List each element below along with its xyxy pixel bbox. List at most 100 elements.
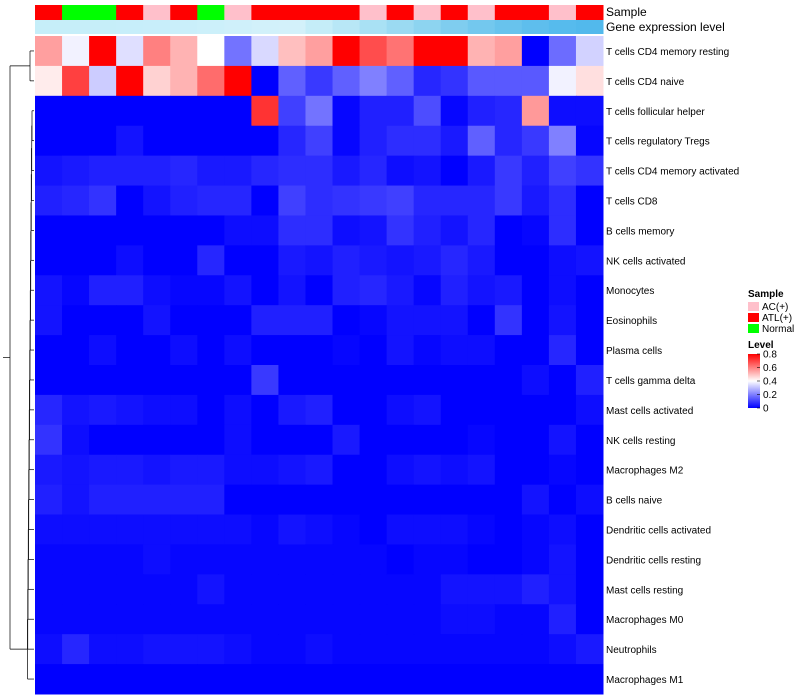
heatmap-cell <box>62 604 90 635</box>
heatmap-cell <box>305 454 334 486</box>
heatmap-cell <box>89 65 117 97</box>
heatmap-cell <box>143 484 171 516</box>
heatmap-cell <box>386 424 415 456</box>
heatmap-cell <box>251 544 279 575</box>
row-label: T cells CD4 naive <box>606 77 685 88</box>
sample-cell <box>278 5 306 20</box>
heatmap-cell <box>251 95 279 127</box>
heatmap-cell <box>116 185 144 216</box>
row-label: Mast cells activated <box>606 406 693 417</box>
heatmap-cell <box>494 36 523 67</box>
heatmap-cell <box>197 514 225 545</box>
heatmap-cell <box>359 394 388 426</box>
heatmap-cell <box>467 95 496 127</box>
sample-legend-swatch <box>748 324 759 333</box>
heatmap-cell <box>224 335 252 366</box>
heatmap-cell <box>224 185 252 216</box>
heatmap-cell <box>170 155 198 187</box>
heatmap-cell <box>575 544 604 575</box>
heatmap-cell <box>143 215 171 246</box>
heatmap-cell <box>116 305 144 336</box>
heatmap-cell <box>116 544 144 575</box>
heatmap-cell <box>521 305 550 336</box>
heatmap-cell <box>116 454 144 486</box>
row-label: B cells naive <box>606 496 663 507</box>
gene-expression-cell <box>575 20 604 34</box>
sample-cell <box>332 5 361 20</box>
heatmap-cell <box>170 65 198 97</box>
heatmap-cell <box>467 185 496 216</box>
sample-cell <box>224 5 252 20</box>
heatmap-cell <box>575 574 604 605</box>
heatmap-cell <box>413 484 442 516</box>
heatmap-cell <box>116 215 144 246</box>
heatmap-cell <box>548 65 577 97</box>
heatmap-cell <box>359 125 388 157</box>
heatmap-cell <box>494 335 523 366</box>
sample-cell <box>494 5 523 20</box>
heatmap-cell <box>197 215 225 246</box>
heatmap-cell <box>62 544 90 575</box>
heatmap-cell <box>332 574 361 605</box>
heatmap-cell <box>548 484 577 516</box>
heatmap-cell <box>251 36 279 67</box>
heatmap-cell <box>224 155 252 187</box>
heatmap-cell <box>359 245 388 276</box>
heatmap-cell <box>224 65 252 97</box>
heatmap-cell <box>278 365 306 396</box>
heatmap-cell <box>116 335 144 366</box>
gene-expression-cell <box>143 20 171 34</box>
heatmap-cell <box>332 484 361 516</box>
gene-expression-cell <box>62 20 90 34</box>
heatmap-cell <box>440 424 469 456</box>
heatmap-cell <box>521 95 550 127</box>
heatmap-cell <box>89 95 117 127</box>
heatmap-cell <box>440 544 469 575</box>
heatmap-cell <box>170 454 198 486</box>
heatmap-cell <box>251 424 279 456</box>
heatmap-cell <box>467 365 496 396</box>
heatmap-cell <box>224 245 252 276</box>
heatmap-cell <box>467 424 496 456</box>
heatmap-cell <box>359 155 388 187</box>
heatmap-cell <box>62 424 90 456</box>
heatmap-cell <box>548 604 577 635</box>
heatmap-cell <box>143 454 171 486</box>
heatmap-cell <box>197 394 225 426</box>
sample-cell <box>386 5 415 20</box>
heatmap-cell <box>332 95 361 127</box>
heatmap-cell <box>440 394 469 426</box>
heatmap-cell <box>548 95 577 127</box>
heatmap-cell <box>143 185 171 216</box>
heatmap-cell <box>548 394 577 426</box>
heatmap-cell <box>197 275 225 306</box>
heatmap-cell <box>197 365 225 396</box>
heatmap-cell <box>332 275 361 306</box>
heatmap-cell <box>575 245 604 276</box>
heatmap-cell <box>386 335 415 366</box>
heatmap-cell <box>548 125 577 157</box>
heatmap-cell <box>575 125 604 157</box>
heatmap-cell <box>440 454 469 486</box>
heatmap-cell <box>440 574 469 605</box>
heatmap-cell <box>548 634 577 665</box>
heatmap-cell <box>521 484 550 516</box>
heatmap-cell <box>467 544 496 575</box>
heatmap-cell <box>278 604 306 635</box>
heatmap-cell <box>575 305 604 336</box>
heatmap-cell <box>278 335 306 366</box>
gene-expression-annotation-label: Gene expression level <box>606 20 725 34</box>
heatmap-cell <box>224 634 252 665</box>
sample-legend-swatch <box>748 313 759 322</box>
heatmap-cell <box>332 36 361 67</box>
heatmap-cell <box>251 484 279 516</box>
heatmap-cell <box>224 305 252 336</box>
row-label: T cells CD8 <box>606 197 658 208</box>
heatmap-cell <box>116 125 144 157</box>
sample-cell <box>170 5 198 20</box>
heatmap-cell <box>89 454 117 486</box>
heatmap-cell <box>62 305 90 336</box>
heatmap-cell <box>170 544 198 575</box>
heatmap-cell <box>143 574 171 605</box>
